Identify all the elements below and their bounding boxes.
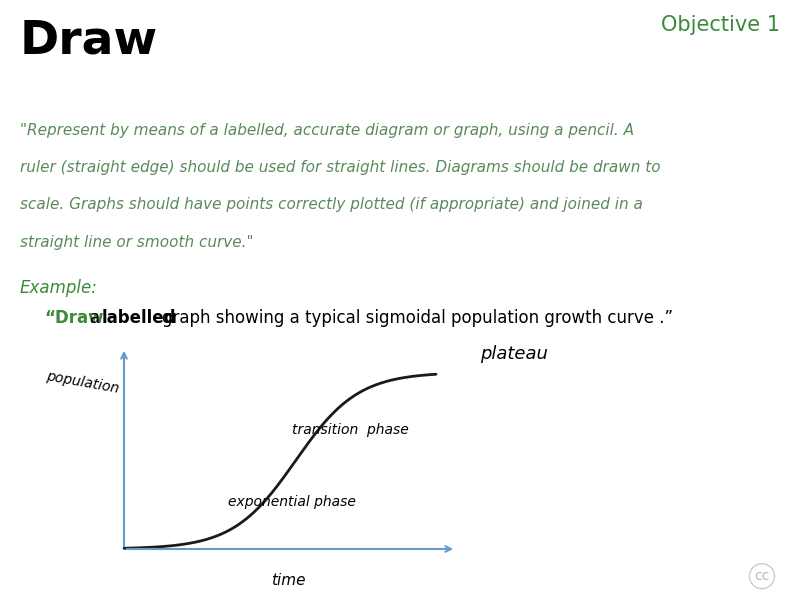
Text: exponential phase: exponential phase — [228, 495, 356, 509]
Text: Draw: Draw — [20, 18, 158, 63]
Text: "Represent by means of a labelled, accurate diagram or graph, using a pencil. A: "Represent by means of a labelled, accur… — [20, 123, 634, 138]
Text: transition  phase: transition phase — [292, 423, 409, 437]
Text: population: population — [45, 369, 120, 395]
Text: Objective 1: Objective 1 — [661, 15, 780, 35]
Text: scale. Graphs should have points correctly plotted (if appropriate) and joined i: scale. Graphs should have points correct… — [20, 197, 643, 212]
Text: Example:: Example: — [20, 279, 98, 297]
Text: cc: cc — [754, 569, 770, 583]
Text: straight line or smooth curve.": straight line or smooth curve." — [20, 235, 254, 250]
Text: graph showing a typical sigmoidal population growth curve .”: graph showing a typical sigmoidal popula… — [162, 309, 673, 327]
Text: a: a — [90, 309, 101, 327]
Text: plateau: plateau — [480, 345, 548, 363]
Text: ruler (straight edge) should be used for straight lines. Diagrams should be draw: ruler (straight edge) should be used for… — [20, 160, 661, 175]
Text: time: time — [270, 573, 306, 588]
Text: “Draw: “Draw — [44, 309, 103, 327]
Text: labelled: labelled — [102, 309, 176, 327]
